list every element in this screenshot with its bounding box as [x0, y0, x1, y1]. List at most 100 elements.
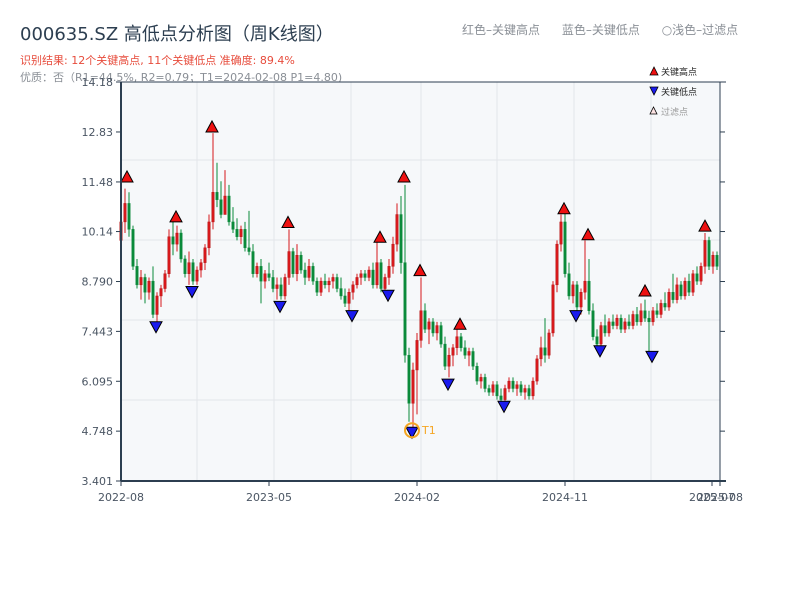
- candle-down: [183, 258, 187, 274]
- candle-down: [679, 284, 683, 297]
- candle-down: [311, 266, 315, 282]
- key-point-markers: T1: [120, 119, 712, 440]
- key-high-marker: [413, 263, 427, 277]
- candle-down: [655, 310, 659, 315]
- candle-up: [691, 273, 695, 293]
- candle-down: [135, 266, 139, 286]
- y-tick-label: 4.748: [82, 425, 114, 438]
- y-tick-label: 12.83: [82, 126, 114, 139]
- candle-down: [403, 262, 407, 356]
- key-low-marker: [149, 321, 163, 334]
- key-high-marker: [698, 219, 712, 232]
- candle-up: [667, 292, 671, 308]
- candle-up: [579, 292, 583, 308]
- candle-down: [151, 280, 155, 315]
- candle-up: [375, 262, 379, 286]
- key-high-marker: [397, 169, 411, 183]
- candle-up: [263, 273, 267, 282]
- y-tick-label: 10.14: [82, 226, 114, 239]
- candle-down: [643, 310, 647, 319]
- candle-up: [163, 273, 167, 289]
- candle-down: [251, 251, 255, 274]
- candle-up: [659, 303, 663, 315]
- candle-down: [407, 354, 411, 404]
- candle-up: [699, 266, 703, 282]
- key-high-marker: [373, 230, 387, 243]
- candle-up: [139, 277, 143, 286]
- candle-down: [143, 277, 147, 293]
- candle-up: [367, 269, 371, 278]
- candle-down: [303, 269, 307, 278]
- candle-down: [543, 347, 547, 356]
- candle-down: [463, 347, 467, 356]
- candle-down: [423, 310, 427, 330]
- candle-up: [507, 380, 511, 389]
- candle-down: [231, 221, 235, 230]
- candle-up: [331, 277, 335, 282]
- x-tick-label: 2024-11: [542, 491, 588, 504]
- candle-up: [607, 321, 611, 334]
- candle-down: [371, 269, 375, 286]
- candle-up: [295, 255, 299, 274]
- candle-down: [603, 325, 607, 334]
- candle-down: [267, 273, 271, 278]
- candle-down: [171, 236, 175, 245]
- candle-up: [395, 214, 399, 245]
- candle-up: [551, 284, 555, 334]
- y-tick-label: 8.790: [82, 276, 114, 289]
- recognition-result: 识别结果: 12个关键高点, 11个关键低点 准确度: 89.4%: [20, 54, 295, 67]
- candle-down: [459, 336, 463, 348]
- candle-down: [439, 325, 443, 345]
- candle-down: [235, 229, 239, 237]
- candle-down: [247, 247, 251, 252]
- candle-up: [555, 243, 559, 286]
- candle-down: [519, 384, 523, 393]
- candle-down: [487, 388, 491, 393]
- candle-up: [351, 284, 355, 293]
- candle-down: [219, 199, 223, 215]
- candle-down: [131, 229, 135, 267]
- candle-up: [287, 251, 291, 278]
- key-low-marker: [405, 426, 419, 440]
- candle-up: [355, 277, 359, 286]
- candle-up: [683, 280, 687, 297]
- candle-down: [315, 280, 319, 293]
- key-high-marker: [638, 283, 652, 297]
- candle-up: [675, 284, 679, 300]
- candle-down: [627, 321, 631, 326]
- filtered-point-legend-icon: [649, 106, 658, 115]
- candle-up: [451, 347, 455, 356]
- candle-up: [359, 273, 363, 278]
- candle-up: [639, 310, 643, 323]
- candle-up: [419, 310, 423, 341]
- candle-up: [515, 384, 519, 389]
- candle-up: [147, 280, 151, 293]
- candle-up: [327, 280, 331, 286]
- candle-up: [211, 192, 215, 223]
- candle-up: [599, 325, 603, 345]
- candle-up: [123, 203, 127, 223]
- candle-up: [523, 388, 527, 393]
- candle-down: [527, 388, 531, 397]
- top-color-legend: 红色–关键高点 蓝色–关键低点 ○浅色–过滤点: [462, 21, 738, 38]
- candle-down: [687, 280, 691, 293]
- candle-down: [611, 321, 615, 326]
- candle-down: [499, 395, 503, 400]
- key-low-marker: [497, 400, 511, 414]
- candle-up: [623, 321, 627, 330]
- candle-down: [271, 277, 275, 289]
- candle-down: [619, 317, 623, 330]
- candles: [119, 133, 719, 430]
- candle-up: [255, 266, 259, 274]
- candle-up: [159, 288, 163, 297]
- candle-down: [575, 284, 579, 308]
- candle-down: [563, 221, 567, 274]
- candle-down: [471, 351, 475, 367]
- x-tick-label: 2023-05: [246, 491, 292, 504]
- candle-up: [187, 262, 191, 274]
- candle-up: [415, 340, 419, 371]
- key-low-marker: [441, 378, 455, 392]
- candle-down: [279, 284, 283, 297]
- candle-up: [319, 280, 323, 293]
